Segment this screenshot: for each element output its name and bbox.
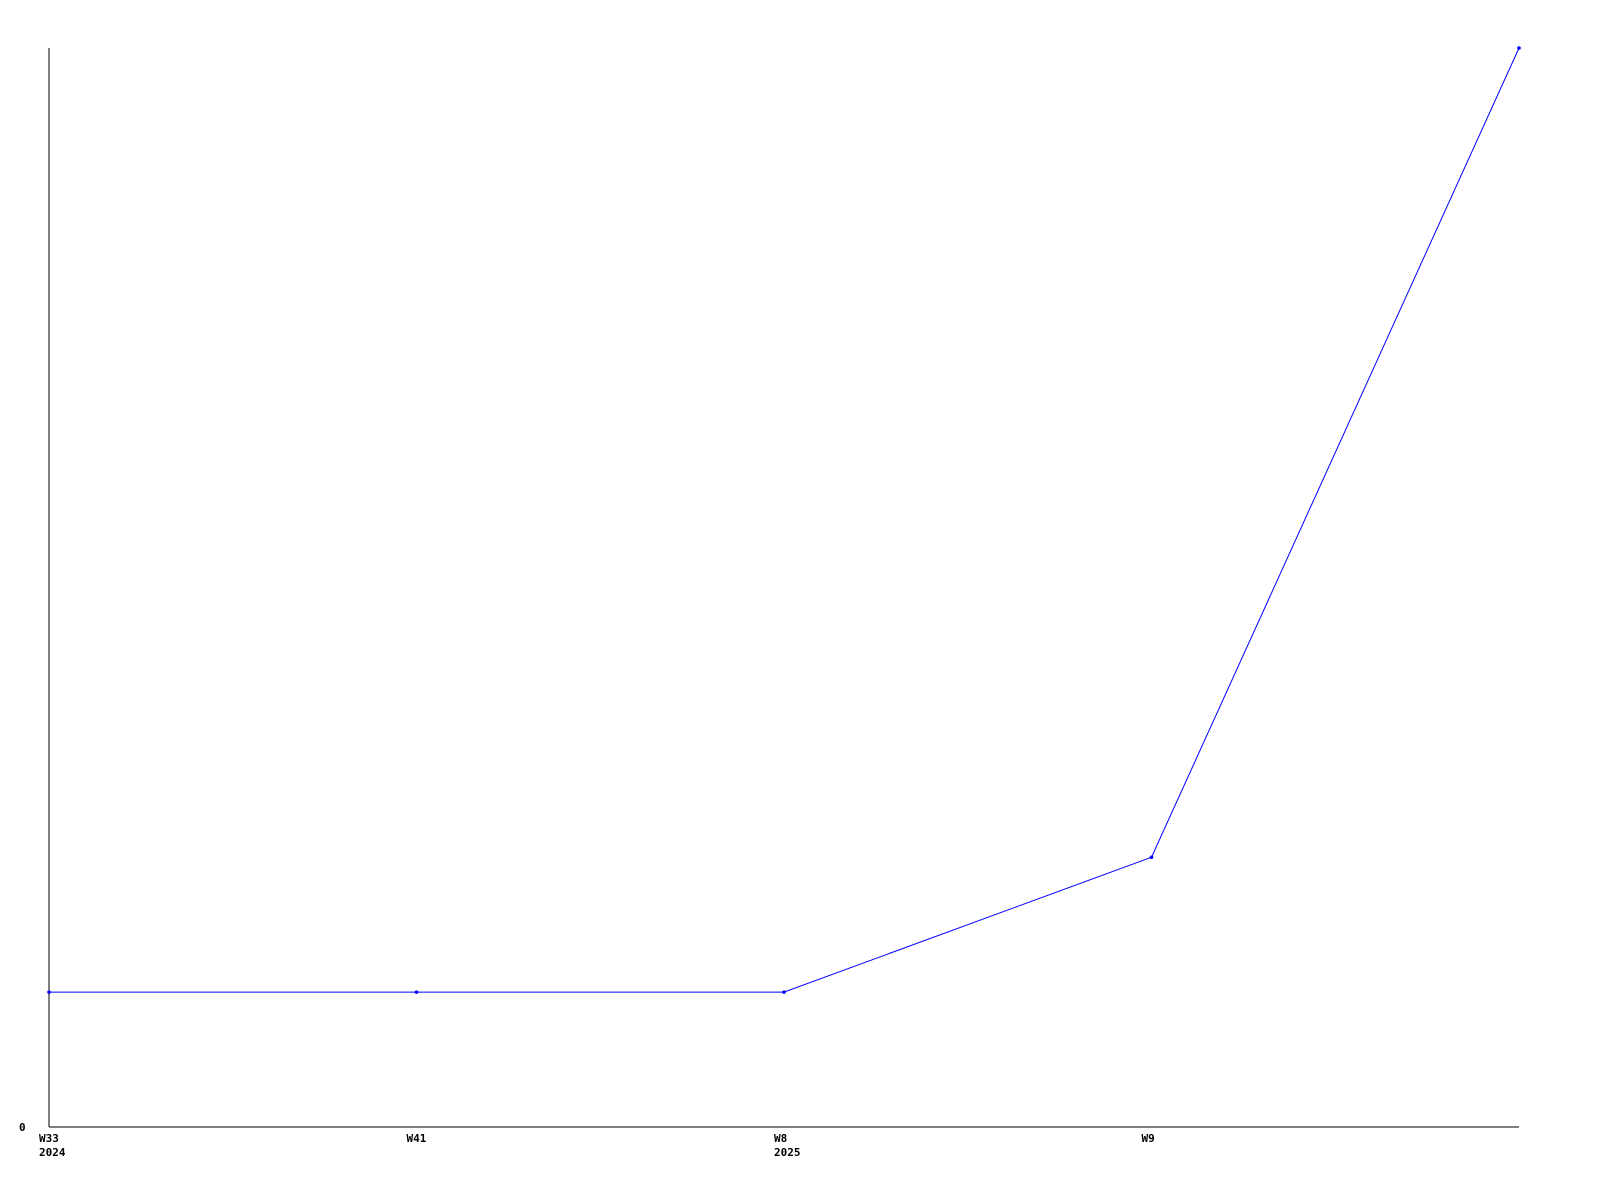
x-tick-label: 2024 (39, 1146, 66, 1159)
data-point (47, 990, 51, 994)
data-point (782, 990, 786, 994)
y-tick-label-0: 0 (19, 1121, 26, 1134)
x-tick-label: 2025 (774, 1146, 801, 1159)
x-tick-label: W8 (774, 1132, 787, 1145)
data-point (1517, 46, 1521, 50)
series-line (49, 47, 1520, 993)
x-tick-label: W41 (407, 1132, 427, 1145)
data-point (414, 990, 419, 994)
x-tick-label: W9 (1142, 1132, 1155, 1145)
x-tick-label: W33 (39, 1132, 59, 1145)
data-point (1149, 855, 1154, 860)
